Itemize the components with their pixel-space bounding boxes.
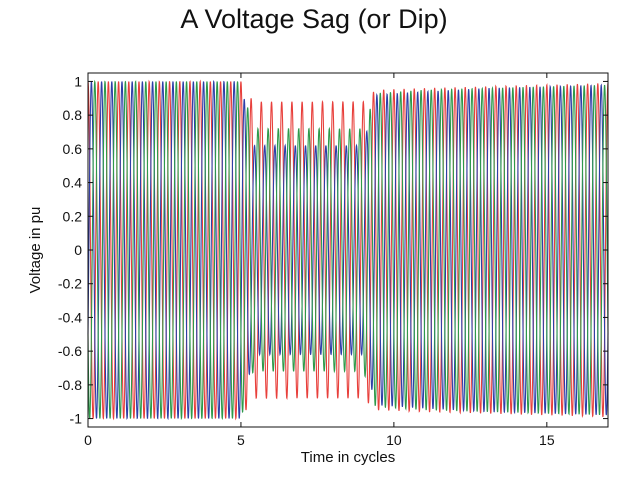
- y-tick-label: 0.8: [63, 107, 83, 123]
- y-tick-label: -1: [70, 411, 83, 427]
- y-tick-label: 1: [74, 73, 82, 89]
- y-tick-label: 0: [74, 242, 82, 258]
- y-tick-label: -0.4: [58, 309, 82, 325]
- x-tick-label: 10: [386, 432, 402, 448]
- y-tick-label: -0.8: [58, 377, 82, 393]
- x-axis: 0 5 10 15: [84, 73, 555, 448]
- y-tick-label: 0.6: [63, 141, 83, 157]
- series-layer: [87, 79, 609, 421]
- x-tick-label: 15: [539, 432, 555, 448]
- y-tick-label: 0.4: [63, 175, 83, 191]
- y-tick-label: -0.2: [58, 276, 82, 292]
- x-axis-label: Time in cycles: [301, 449, 395, 466]
- y-tick-label: 0.2: [63, 208, 83, 224]
- x-tick-label: 5: [237, 432, 245, 448]
- x-tick-label: 0: [84, 432, 92, 448]
- series-line-phase-c: [87, 79, 609, 421]
- y-tick-label: -0.6: [58, 343, 82, 359]
- series-line-phase-a: [87, 79, 609, 421]
- y-axis: 1 0.8 0.6 0.4 0.2 0 -0.2 -0.4 -0.6 -0.8 -1: [58, 73, 608, 427]
- chart-title: A Voltage Sag (or Dip): [180, 4, 448, 34]
- y-axis-label: Voltage in pu: [27, 207, 44, 294]
